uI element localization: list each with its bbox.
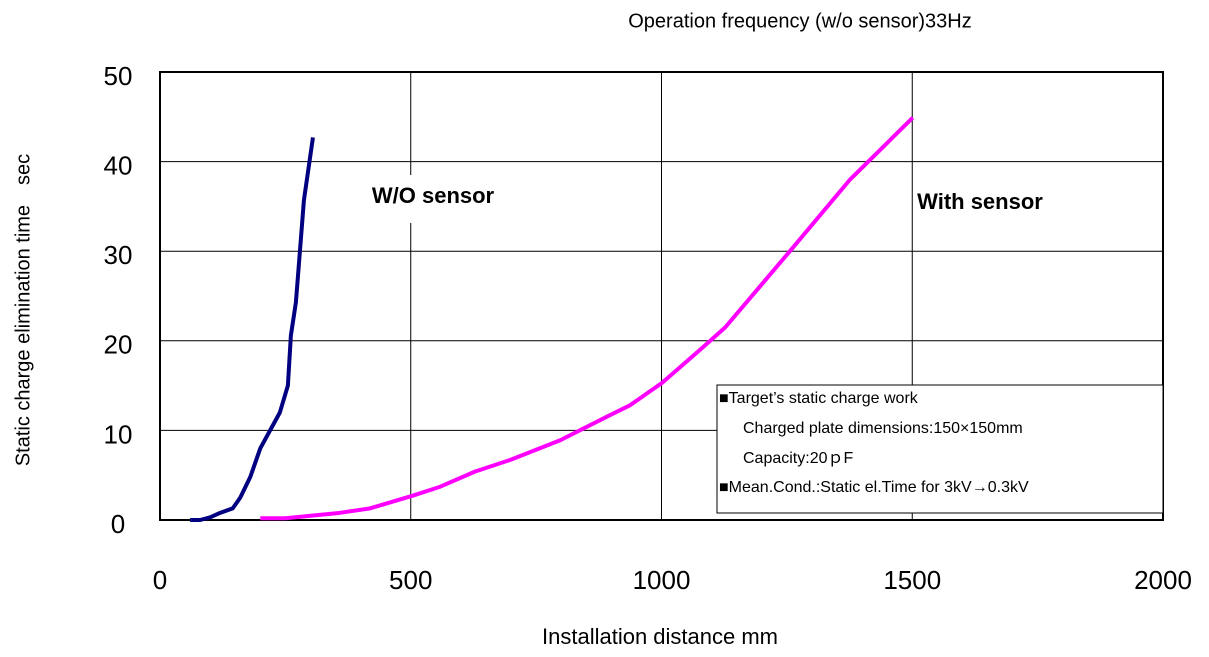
note-box	[716, 384, 1164, 514]
x-tick-label: 0	[153, 565, 167, 595]
y-tick-label: 50	[104, 61, 133, 91]
y-tick-label: 40	[104, 150, 133, 180]
line-series	[190, 137, 315, 522]
y-tick-label: 20	[104, 330, 133, 360]
x-tick-label: 1500	[883, 565, 941, 595]
x-tick-label: 500	[389, 565, 432, 595]
x-tick-label: 2000	[1134, 565, 1192, 595]
line-series	[260, 116, 915, 521]
note-line: Capacity:20ｐF	[743, 450, 853, 467]
y-tick-label: 10	[104, 419, 133, 449]
series-label: W/O sensor	[372, 183, 495, 208]
x-tick-label: 1000	[633, 565, 691, 595]
note-line: ■Mean.Cond.:Static el.Time for 3kV→0.3kV	[719, 479, 1029, 496]
label-bg	[350, 175, 515, 223]
series-label: With sensor	[917, 189, 1043, 214]
note-line: ■Target’s static charge work	[719, 390, 919, 407]
x-axis-label: Installation distance mm	[542, 624, 778, 649]
note-line: Charged plate dimensions:150×150mm	[743, 420, 1023, 437]
plot-frame	[159, 71, 1164, 521]
y-axis-label: Static charge elimination time sec	[12, 154, 34, 466]
y-tick-label: 30	[104, 240, 133, 270]
chart-title: Operation frequency (w/o sensor)33Hz	[628, 10, 972, 32]
y-tick-label: 0	[111, 509, 125, 539]
